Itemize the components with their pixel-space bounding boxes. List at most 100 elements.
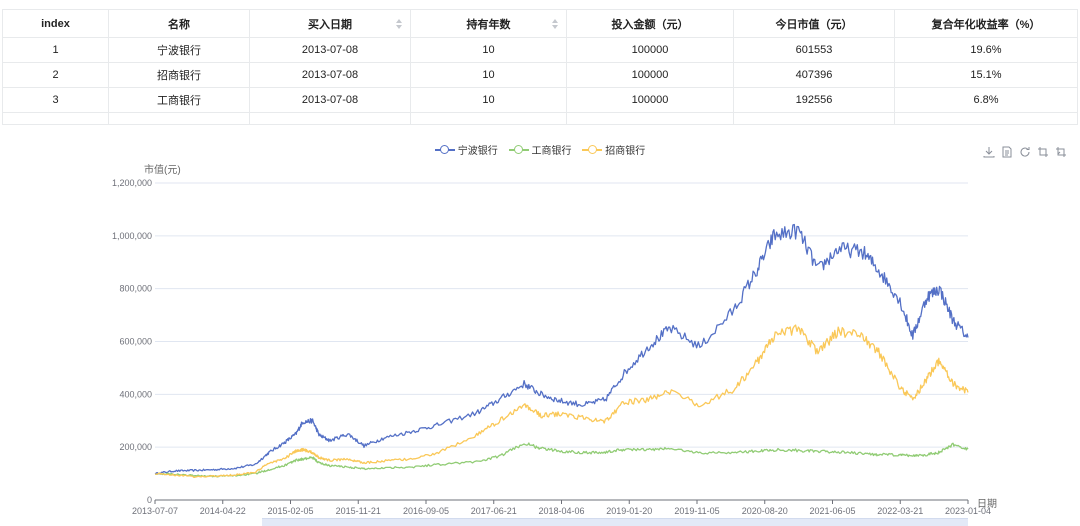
sort-icon[interactable]: [396, 19, 402, 29]
data-point[interactable]: [498, 455, 500, 457]
data-point[interactable]: [898, 454, 900, 456]
col-header-investment[interactable]: 投入金额（元）: [566, 9, 734, 38]
data-point[interactable]: [623, 372, 625, 374]
data-point[interactable]: [318, 462, 320, 464]
series-line-3[interactable]: [155, 324, 969, 479]
data-point[interactable]: [898, 298, 900, 300]
data-point[interactable]: [437, 451, 439, 453]
data-point[interactable]: [301, 458, 303, 460]
data-point[interactable]: [476, 434, 478, 436]
data-point[interactable]: [669, 327, 671, 329]
data-point[interactable]: [268, 468, 270, 470]
data-point[interactable]: [817, 269, 819, 271]
data-point[interactable]: [411, 466, 413, 468]
data-point[interactable]: [938, 451, 940, 453]
data-point[interactable]: [817, 351, 819, 353]
data-point[interactable]: [173, 470, 175, 472]
table-row[interactable]: 1 宁波银行 2013-07-08 10 100000 601553 19.6%: [2, 37, 1078, 63]
data-point[interactable]: [862, 251, 864, 253]
data-point[interactable]: [559, 400, 561, 402]
data-point[interactable]: [363, 468, 365, 470]
data-point[interactable]: [967, 336, 969, 338]
data-point[interactable]: [311, 457, 313, 459]
data-point[interactable]: [583, 404, 585, 406]
data-point[interactable]: [301, 449, 303, 451]
table-row[interactable]: 2 招商银行 2013-07-08 10 100000 407396 15.1%: [2, 62, 1078, 88]
data-point[interactable]: [817, 451, 819, 453]
data-point[interactable]: [912, 398, 914, 400]
data-point[interactable]: [647, 346, 649, 348]
data-point[interactable]: [498, 420, 500, 422]
data-point[interactable]: [878, 351, 880, 353]
col-header-name[interactable]: 名称: [108, 9, 250, 38]
data-point[interactable]: [383, 460, 385, 462]
data-point[interactable]: [311, 451, 313, 453]
data-point[interactable]: [268, 451, 270, 453]
data-point[interactable]: [583, 451, 585, 453]
data-point[interactable]: [926, 377, 928, 379]
data-point[interactable]: [301, 421, 303, 423]
data-point[interactable]: [862, 453, 864, 455]
market-value-line-chart[interactable]: 0 200,000 400,000 600,000 800,000 1,000,000 1,…: [0, 135, 1080, 525]
data-point[interactable]: [234, 474, 236, 476]
sort-icon[interactable]: [552, 19, 558, 29]
data-point[interactable]: [214, 468, 216, 470]
data-point[interactable]: [193, 469, 195, 471]
data-point[interactable]: [952, 319, 954, 321]
data-point[interactable]: [523, 383, 525, 385]
data-point[interactable]: [295, 450, 297, 452]
legend-item-cmb[interactable]: 招商银行: [582, 142, 645, 157]
data-point[interactable]: [540, 447, 542, 449]
data-point[interactable]: [295, 433, 297, 435]
data-point[interactable]: [952, 383, 954, 385]
download-icon[interactable]: [983, 146, 995, 158]
col-header-years-held[interactable]: 持有年数: [410, 9, 567, 38]
data-point[interactable]: [604, 451, 606, 453]
data-point[interactable]: [733, 388, 735, 390]
data-point[interactable]: [647, 398, 649, 400]
data-point[interactable]: [604, 420, 606, 422]
data-point[interactable]: [583, 417, 585, 419]
data-point[interactable]: [476, 412, 478, 414]
data-point[interactable]: [437, 424, 439, 426]
data-point[interactable]: [952, 443, 954, 445]
data-point[interactable]: [898, 385, 900, 387]
data-point[interactable]: [283, 458, 285, 460]
data-point[interactable]: [862, 335, 864, 337]
data-point[interactable]: [411, 430, 413, 432]
data-point[interactable]: [623, 448, 625, 450]
data-point[interactable]: [498, 398, 500, 400]
data-point[interactable]: [699, 346, 701, 348]
data-point[interactable]: [967, 391, 969, 393]
series-line-1[interactable]: [154, 223, 969, 475]
data-point[interactable]: [523, 442, 525, 444]
data-point[interactable]: [437, 463, 439, 465]
data-point[interactable]: [476, 461, 478, 463]
data-point[interactable]: [967, 448, 969, 450]
series-line-2[interactable]: [155, 442, 969, 478]
data-point[interactable]: [383, 467, 385, 469]
data-point[interactable]: [797, 449, 799, 451]
data-point[interactable]: [797, 327, 799, 329]
data-point[interactable]: [837, 248, 839, 250]
col-header-buy-date[interactable]: 买入日期: [249, 9, 411, 38]
data-point[interactable]: [604, 398, 606, 400]
table-row[interactable]: 3 工商银行 2013-07-08 10 100000 192556 6.8%: [2, 87, 1078, 113]
data-point[interactable]: [254, 463, 256, 465]
data-point[interactable]: [540, 393, 542, 395]
data-point[interactable]: [756, 450, 758, 452]
data-point[interactable]: [938, 359, 940, 361]
data-point[interactable]: [559, 450, 561, 452]
col-header-cagr[interactable]: 复合年化收益率（%）: [894, 9, 1078, 38]
data-point[interactable]: [311, 420, 313, 422]
data-point[interactable]: [756, 269, 758, 271]
data-point[interactable]: [540, 414, 542, 416]
data-point[interactable]: [318, 457, 320, 459]
legend-item-ningbo[interactable]: 宁波银行: [434, 142, 498, 157]
data-point[interactable]: [283, 442, 285, 444]
data-point[interactable]: [647, 449, 649, 451]
data-point[interactable]: [411, 458, 413, 460]
data-point[interactable]: [878, 453, 880, 455]
data-point[interactable]: [912, 335, 914, 337]
data-point[interactable]: [733, 309, 735, 311]
